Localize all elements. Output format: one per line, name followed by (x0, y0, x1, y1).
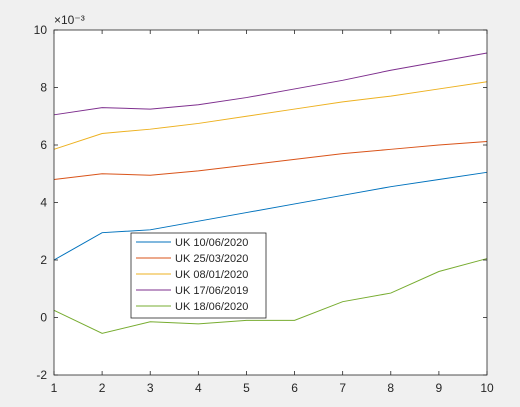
plot-area (54, 30, 487, 375)
plot-frame (53, 29, 488, 376)
legend-label: UK 25/03/2020 (175, 253, 248, 265)
series-line-1 (53, 171, 488, 261)
series-line-2 (53, 141, 488, 180)
y-exponent-label: ×10⁻³ (54, 13, 85, 27)
series-line-3 (53, 81, 488, 150)
y-tick-label: 8 (40, 81, 47, 95)
y-tick-label: 4 (40, 196, 47, 210)
x-tick-label: 1 (51, 381, 58, 395)
legend-label: UK 18/06/2020 (175, 301, 248, 313)
x-tick-label: 4 (195, 381, 202, 395)
x-tick-label: 2 (99, 381, 106, 395)
y-tick-label: -2 (36, 368, 47, 382)
x-tick-label: 6 (291, 381, 298, 395)
x-tick-label: 8 (387, 381, 394, 395)
legend-label: UK 10/06/2020 (175, 237, 248, 249)
y-tick-label: 10 (34, 23, 48, 37)
x-tick-label: 10 (480, 381, 494, 395)
legend-label: UK 08/01/2020 (175, 269, 248, 281)
axis-ticks: 1 2 3 4 5 6 7 8 9 10 -2 0 2 4 6 8 10 (34, 23, 494, 395)
y-tick-label: 6 (40, 138, 47, 152)
series-line-4 (53, 52, 488, 116)
x-tick-label: 9 (436, 381, 443, 395)
x-tick-label: 5 (243, 381, 250, 395)
y-tick-label: 0 (40, 311, 47, 325)
series-lines (53, 52, 488, 334)
legend-label: UK 17/06/2019 (175, 285, 248, 297)
x-tick-label: 3 (147, 381, 154, 395)
legend: UK 10/06/2020 UK 25/03/2020 UK 08/01/2020 U… (130, 232, 267, 319)
series-line-5 (53, 258, 488, 334)
legend-box (130, 232, 267, 319)
x-tick-label: 7 (339, 381, 346, 395)
y-tick-label: 2 (40, 253, 47, 267)
